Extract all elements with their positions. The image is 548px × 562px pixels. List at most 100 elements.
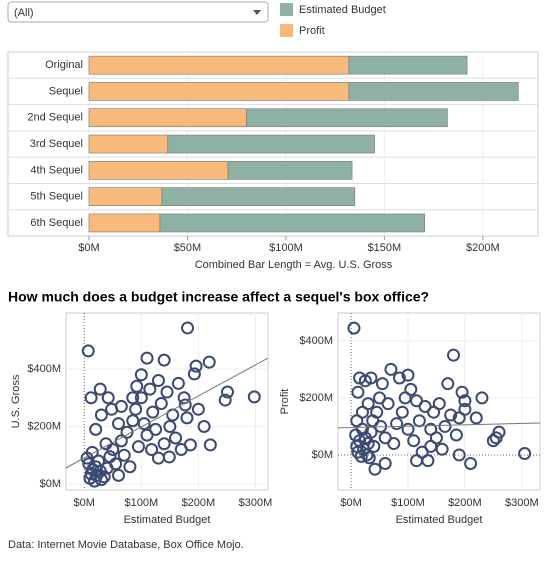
- x-axis-title: Estimated Budget: [396, 514, 483, 526]
- scatter-point: [351, 385, 365, 399]
- scatter-point: [117, 448, 131, 462]
- x-tick-label: $0M: [340, 497, 361, 509]
- legend-label: Estimated Budget: [299, 4, 386, 16]
- y-axis-title: Profit: [279, 389, 291, 415]
- scatter-point: [218, 393, 232, 407]
- scatter-point: [154, 397, 168, 411]
- scatter-point: [392, 371, 406, 385]
- scatter-point: [432, 397, 446, 411]
- bar-segment: [348, 55, 468, 75]
- bar-segment: [246, 108, 448, 128]
- scatter-point: [162, 450, 176, 464]
- scatter-point: [178, 398, 192, 412]
- scatter-point: [81, 344, 95, 358]
- scatter-point: [101, 391, 115, 405]
- plot-frame: [7, 51, 539, 237]
- x-tick-label: $200M: [182, 497, 216, 509]
- x-tick-label: $0M: [78, 242, 99, 254]
- x-tick-label: $300M: [505, 497, 539, 509]
- row-label: 3rd Sequel: [30, 138, 83, 150]
- scatter-point: [149, 422, 163, 436]
- legend-swatch: [280, 3, 293, 16]
- scatter-point: [84, 391, 98, 405]
- bar-segment: [161, 187, 356, 206]
- y-tick-label: $0M: [312, 449, 333, 461]
- scatter-point: [191, 402, 205, 416]
- y-tick-label: $200M: [299, 392, 333, 404]
- bar-segment: [88, 161, 229, 180]
- scatter-point: [247, 390, 261, 404]
- scatter-point: [401, 368, 415, 382]
- scatter-point: [438, 419, 452, 433]
- dropdown-arrow: [253, 10, 261, 15]
- trend-line: [337, 422, 541, 429]
- scatter-point: [157, 437, 171, 451]
- scatter-point: [134, 368, 148, 382]
- scatter-point: [421, 454, 435, 468]
- scatter-point: [464, 456, 478, 470]
- scatter-point: [401, 422, 415, 436]
- scatter-point: [362, 451, 376, 465]
- scatter-point: [354, 449, 368, 463]
- scatter-point: [368, 462, 382, 476]
- scatter-point: [137, 417, 151, 431]
- scatter-point: [85, 445, 99, 459]
- x-tick-label: $50M: [174, 242, 202, 254]
- scatter-point: [114, 399, 128, 413]
- scatter-point: [203, 438, 217, 452]
- scatter-point: [93, 382, 107, 396]
- y-tick-label: $400M: [27, 363, 61, 375]
- y-axis-title: U.S. Gross: [10, 374, 22, 428]
- scatter-point: [94, 408, 108, 422]
- legend-swatch: [280, 24, 293, 37]
- scatter-point: [111, 468, 125, 482]
- scatter-point: [370, 405, 384, 419]
- bar-segment: [88, 55, 350, 75]
- scatter-point: [197, 419, 211, 433]
- scatter-point: [424, 439, 438, 453]
- scatter-point: [347, 321, 361, 335]
- x-tick-label: $200M: [448, 497, 482, 509]
- scatter-point: [123, 460, 137, 474]
- bar-segment: [88, 187, 163, 206]
- scatter-point: [475, 391, 489, 405]
- row-label: 2nd Sequel: [27, 112, 83, 124]
- scatter-point: [410, 454, 424, 468]
- scatter-point: [109, 457, 123, 471]
- scatter-point: [157, 353, 171, 367]
- bar-segment: [167, 134, 375, 154]
- scatter-point: [151, 374, 165, 388]
- bar-segment: [159, 213, 426, 233]
- footer: Data: Internet Movie Database, Box Offic…: [8, 539, 244, 551]
- scatter-point: [143, 382, 157, 396]
- scatter-point: [151, 451, 165, 465]
- filter-dropdown[interactable]: [7, 1, 269, 23]
- scatter-point: [82, 457, 96, 471]
- scatter-point: [378, 456, 392, 470]
- scatter-point: [387, 437, 401, 451]
- filter-value: (All): [14, 7, 34, 19]
- scatter-point: [97, 470, 111, 484]
- scatter-point: [220, 385, 234, 399]
- row-label: 6th Sequel: [30, 217, 83, 229]
- scatter-point: [163, 419, 177, 433]
- scatter-point: [435, 442, 449, 456]
- bar-segment: [348, 82, 519, 101]
- plot-frame: [65, 312, 269, 491]
- bar-segment: [88, 213, 161, 233]
- legend-label: Profit: [299, 25, 325, 37]
- x-tick-label: $0M: [74, 497, 95, 509]
- row-label: 4th Sequel: [30, 164, 83, 176]
- scatter-point: [367, 439, 381, 453]
- scatter-point: [174, 442, 188, 456]
- scatter-point: [106, 442, 120, 456]
- row-label: Sequel: [49, 85, 83, 97]
- y-tick-label: $0M: [40, 478, 61, 490]
- scatter-point: [131, 440, 145, 454]
- scatter-point: [189, 359, 203, 373]
- y-tick-label: $400M: [299, 335, 333, 347]
- scatter-point: [350, 414, 364, 428]
- scatter-point: [412, 414, 426, 428]
- dashboard-title: How much does a budget increase affect a…: [8, 289, 429, 305]
